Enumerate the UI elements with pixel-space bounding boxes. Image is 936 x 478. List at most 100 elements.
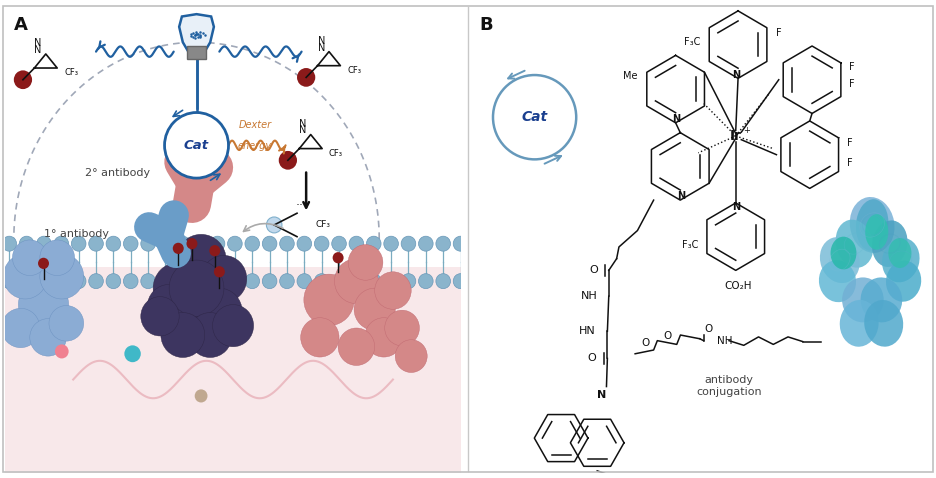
Text: CO₂H: CO₂H: [724, 281, 752, 291]
Ellipse shape: [865, 214, 888, 250]
Circle shape: [176, 234, 227, 286]
Ellipse shape: [856, 199, 888, 250]
Ellipse shape: [836, 220, 873, 268]
Text: F: F: [849, 79, 855, 89]
Text: HN: HN: [579, 326, 596, 337]
Circle shape: [154, 262, 203, 314]
Ellipse shape: [882, 238, 919, 282]
Circle shape: [348, 245, 383, 280]
Circle shape: [297, 236, 312, 251]
Circle shape: [210, 245, 220, 256]
Circle shape: [245, 236, 259, 251]
Circle shape: [124, 274, 138, 289]
Circle shape: [338, 328, 374, 366]
Circle shape: [193, 274, 208, 289]
Ellipse shape: [819, 260, 856, 302]
Text: Me: Me: [623, 71, 637, 81]
Text: N: N: [597, 391, 607, 400]
Circle shape: [453, 274, 468, 289]
Circle shape: [245, 274, 259, 289]
Ellipse shape: [872, 220, 908, 267]
Circle shape: [54, 274, 68, 289]
Circle shape: [2, 236, 17, 251]
Circle shape: [349, 236, 364, 251]
Circle shape: [2, 274, 17, 289]
Circle shape: [418, 236, 433, 251]
Circle shape: [395, 340, 427, 372]
Circle shape: [374, 272, 411, 309]
Circle shape: [297, 274, 312, 289]
Text: 2° antibody: 2° antibody: [84, 168, 150, 178]
Circle shape: [89, 274, 103, 289]
Circle shape: [334, 259, 378, 304]
Text: F₃C: F₃C: [682, 240, 699, 250]
Circle shape: [366, 274, 381, 289]
Circle shape: [30, 319, 66, 356]
Text: CF₃: CF₃: [315, 220, 330, 229]
Circle shape: [304, 274, 354, 326]
Circle shape: [385, 310, 419, 346]
Ellipse shape: [842, 277, 884, 322]
Circle shape: [331, 236, 346, 251]
Text: O: O: [664, 331, 672, 341]
Polygon shape: [179, 14, 214, 54]
FancyBboxPatch shape: [187, 45, 206, 59]
Circle shape: [280, 236, 294, 251]
Text: F: F: [776, 28, 782, 38]
Circle shape: [354, 288, 395, 330]
Circle shape: [165, 112, 228, 178]
Text: O: O: [590, 265, 599, 275]
Circle shape: [106, 274, 121, 289]
Circle shape: [89, 236, 103, 251]
Text: 1° antibody: 1° antibody: [43, 229, 109, 239]
Circle shape: [493, 75, 577, 159]
Circle shape: [37, 236, 51, 251]
Ellipse shape: [830, 237, 856, 270]
FancyBboxPatch shape: [5, 5, 461, 267]
Circle shape: [71, 236, 86, 251]
Circle shape: [140, 274, 155, 289]
Ellipse shape: [850, 197, 895, 253]
Circle shape: [176, 236, 190, 251]
Ellipse shape: [860, 277, 902, 322]
Circle shape: [211, 274, 225, 289]
Circle shape: [402, 274, 416, 289]
Circle shape: [365, 318, 403, 357]
Text: O: O: [704, 324, 712, 334]
Text: N: N: [317, 43, 325, 53]
Circle shape: [124, 236, 138, 251]
Circle shape: [331, 274, 346, 289]
Circle shape: [227, 274, 242, 289]
Text: CF₃: CF₃: [329, 149, 343, 158]
Circle shape: [402, 236, 416, 251]
Circle shape: [195, 390, 208, 402]
Text: N: N: [733, 202, 740, 212]
Circle shape: [314, 236, 329, 251]
Circle shape: [158, 236, 173, 251]
Circle shape: [227, 236, 242, 251]
Circle shape: [214, 266, 225, 277]
Text: energy: energy: [238, 141, 272, 151]
Text: O: O: [641, 338, 650, 348]
FancyBboxPatch shape: [5, 267, 461, 473]
Circle shape: [262, 236, 277, 251]
Circle shape: [49, 305, 83, 341]
Text: A: A: [14, 17, 28, 34]
Text: O: O: [587, 353, 596, 363]
Circle shape: [161, 313, 205, 358]
Ellipse shape: [820, 237, 859, 283]
Circle shape: [193, 236, 208, 251]
Circle shape: [384, 274, 399, 289]
Text: ··: ··: [295, 199, 303, 212]
Circle shape: [169, 260, 224, 316]
Ellipse shape: [886, 261, 921, 302]
Text: CF₃: CF₃: [347, 66, 361, 75]
Text: Dexter: Dexter: [239, 120, 271, 130]
Circle shape: [140, 236, 155, 251]
Circle shape: [349, 274, 364, 289]
Circle shape: [37, 274, 51, 289]
Circle shape: [436, 236, 450, 251]
Circle shape: [20, 236, 34, 251]
Circle shape: [40, 254, 83, 299]
Text: Cat: Cat: [184, 139, 209, 152]
